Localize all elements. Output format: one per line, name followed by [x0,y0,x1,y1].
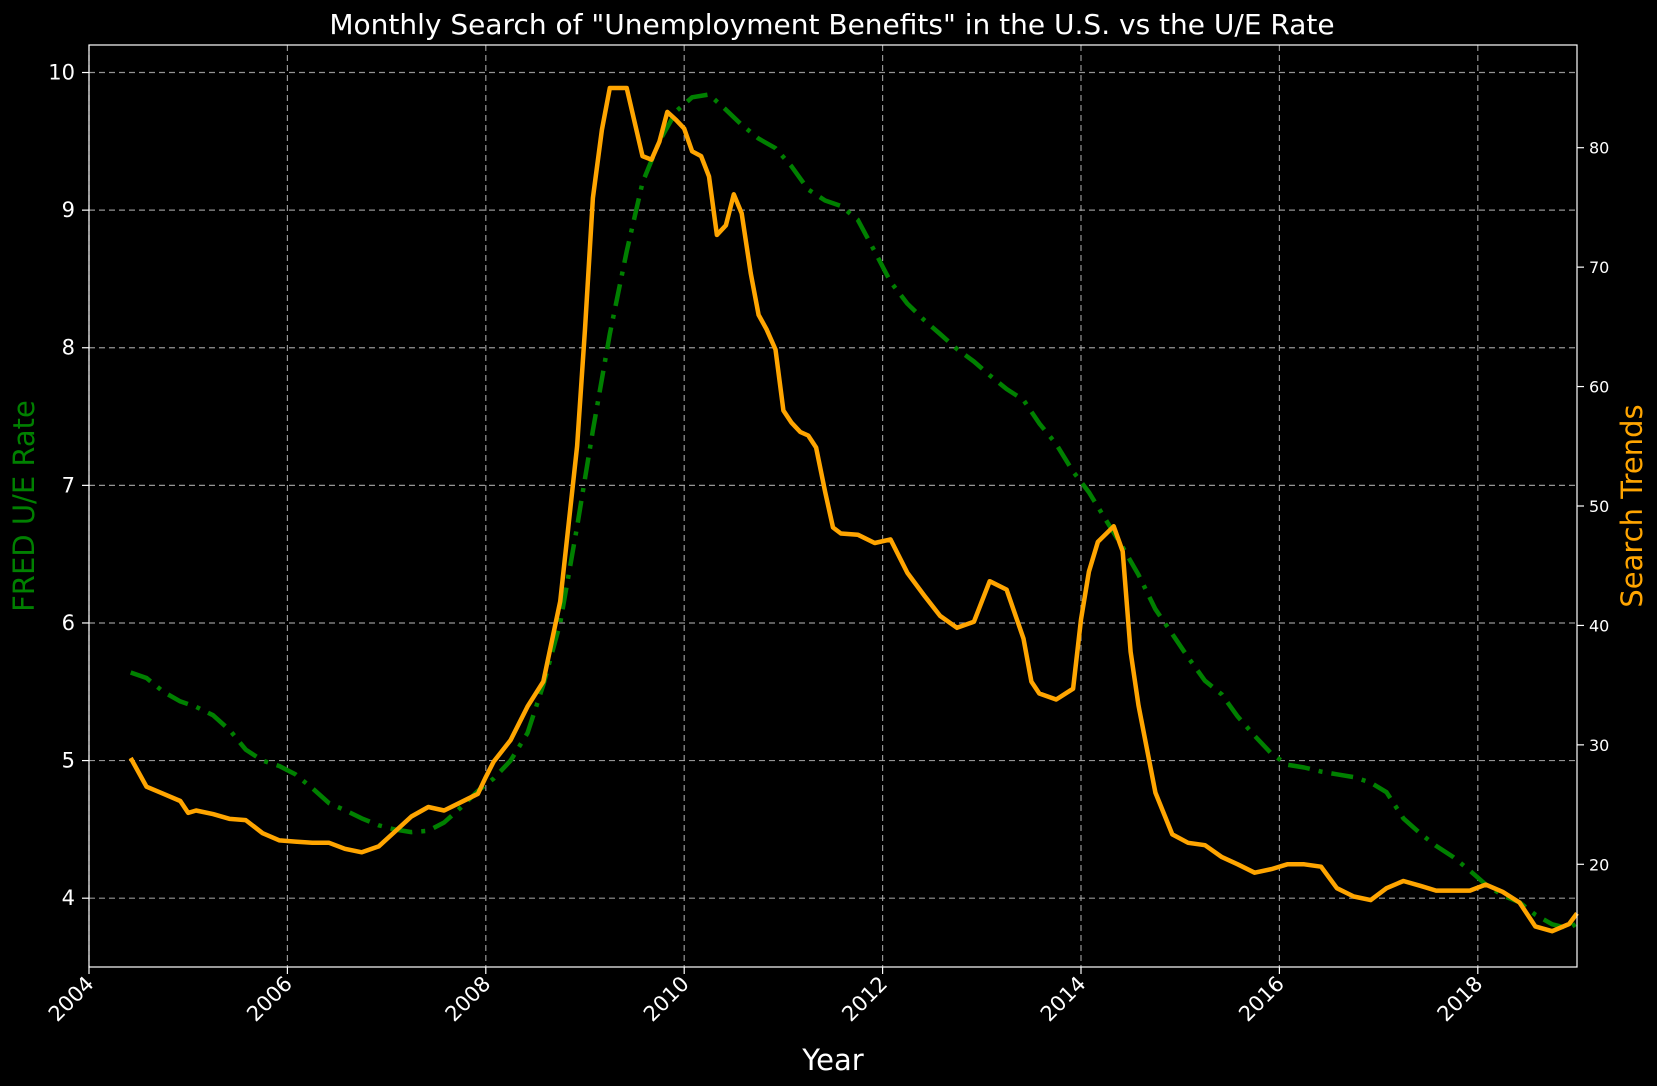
right-y-tick-label: 80 [1589,139,1609,158]
left-y-tick-label: 5 [62,749,75,773]
right-y-tick-label: 30 [1589,736,1609,755]
x-axis-label: Year [801,1043,863,1077]
left-y-axis-label: FRED U/E Rate [7,400,41,612]
chart-title: Monthly Search of "Unemployment Benefits… [329,8,1334,41]
right-y-tick-label: 50 [1589,497,1609,516]
left-y-tick-label: 9 [62,198,75,222]
left-y-tick-label: 8 [62,336,75,360]
left-y-tick-label: 4 [62,886,75,910]
right-y-tick-label: 60 [1589,378,1609,397]
right-y-tick-label: 20 [1589,855,1609,874]
grid-lines [88,45,1577,967]
right-y-tick-label: 40 [1589,616,1609,635]
series-lines [128,85,1579,934]
left-y-tick-label: 7 [62,473,75,497]
left-y-tick-label: 6 [62,611,75,635]
left-y-tick-label: 10 [48,61,75,85]
search-trends-line [128,85,1579,934]
ue-rate-line [129,92,1579,931]
right-y-axis-label: Search Trends [1615,404,1649,607]
right-y-tick-label: 70 [1589,258,1609,277]
